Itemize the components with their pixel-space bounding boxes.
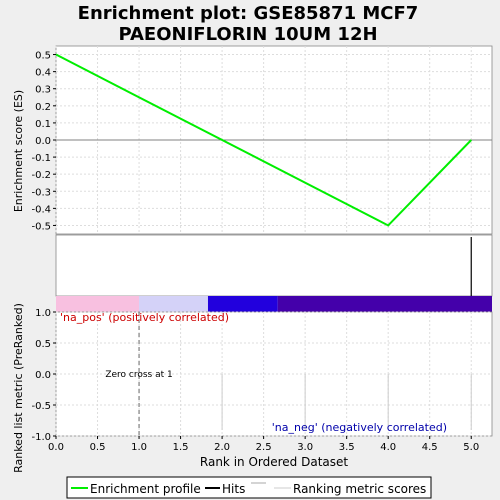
x-tick-label: 5.0 [463,442,479,453]
legend: Enrichment profile Hits Ranking metric s… [66,476,432,499]
x-tick-label: 2.0 [214,442,230,453]
x-tick-label: 1.0 [131,442,147,453]
x-tick-label: 2.5 [256,442,272,453]
metric-y-tick-label: 1.0 [35,308,51,319]
es-y-tick-label: 0.3 [35,85,51,96]
legend-box [66,476,432,499]
es-y-tick-label: 0.0 [35,136,51,147]
es-y-tick-label: -0.4 [31,204,51,215]
es-y-tick-label: 0.4 [35,68,51,79]
enrichment-profile-line [55,53,472,227]
zero-cross-label: Zero cross at 1 [105,370,172,380]
metric-panel: Zero cross at 1 'na_pos' (positively cor… [12,303,493,473]
x-tick-label: 0.5 [90,442,106,453]
metric-y-tick-label: -1.0 [31,432,51,443]
es-y-tick-label: 0.2 [35,102,51,113]
metric-y-tick-label: 0.0 [35,370,51,381]
heat-bar-segment [139,296,208,312]
x-tick-label: 4.0 [380,442,396,453]
metric-y-tick-label: 0.5 [35,339,51,350]
negative-correlation-label: 'na_neg' (negatively correlated) [272,421,447,434]
es-y-tick-label: -0.3 [31,187,51,198]
chart-title-line-1: Enrichment plot: GSE85871 MCF7 [78,3,419,24]
x-tick-label: 0.0 [48,442,64,453]
ranking-heat-bar [56,296,492,312]
legend-label-enrichment-profile: Enrichment profile [90,482,201,496]
es-panel: 0.5 0.4 0.3 0.2 0.1 0.0 -0.1 -0.2 -0.3 -0.4 -0.5 E… [12,45,493,235]
legend-label-hits: Hits [222,482,245,496]
positive-correlation-label: 'na_pos' (positively correlated) [60,311,229,324]
heat-bar-segment [207,296,278,312]
es-y-axis-label: Enrichment score (ES) [12,90,25,212]
x-tick-label: 1.5 [173,442,189,453]
x-tick-label: 3.0 [297,442,313,453]
hits-panel-background [55,234,493,297]
x-axis-label: Rank in Ordered Dataset [200,455,348,469]
es-y-tick-label: 0.1 [35,119,51,130]
heat-bar-segment [56,296,140,312]
es-y-tick-label: -0.5 [31,221,51,232]
heat-bar-segment [277,296,492,312]
legend-label-ranking-metric: Ranking metric scores [293,482,426,496]
es-y-tick-label: -0.2 [31,170,51,181]
es-y-tick-label: -0.1 [31,153,51,164]
metric-y-axis-label: Ranked list metric (PreRanked) [12,303,25,473]
x-tick-label: 3.5 [339,442,355,453]
es-y-tick-label: 0.5 [35,51,51,62]
metric-y-tick-label: -0.5 [31,401,51,412]
hits-panel [55,234,493,297]
x-tick-label: 4.5 [422,442,438,453]
chart-title-line-2: PAEONIFLORIN 10UM 12H [118,24,377,45]
